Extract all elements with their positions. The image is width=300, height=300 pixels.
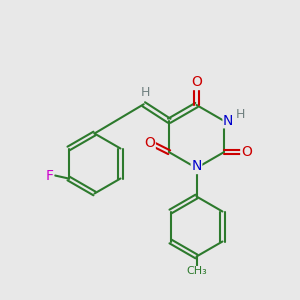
Text: N: N bbox=[191, 160, 202, 173]
Text: O: O bbox=[241, 145, 252, 159]
Text: F: F bbox=[46, 169, 54, 182]
Text: O: O bbox=[144, 136, 155, 150]
Text: N: N bbox=[223, 114, 233, 128]
Text: H: H bbox=[140, 86, 150, 99]
Text: H: H bbox=[236, 108, 245, 121]
Text: O: O bbox=[191, 76, 202, 89]
Text: CH₃: CH₃ bbox=[186, 266, 207, 277]
